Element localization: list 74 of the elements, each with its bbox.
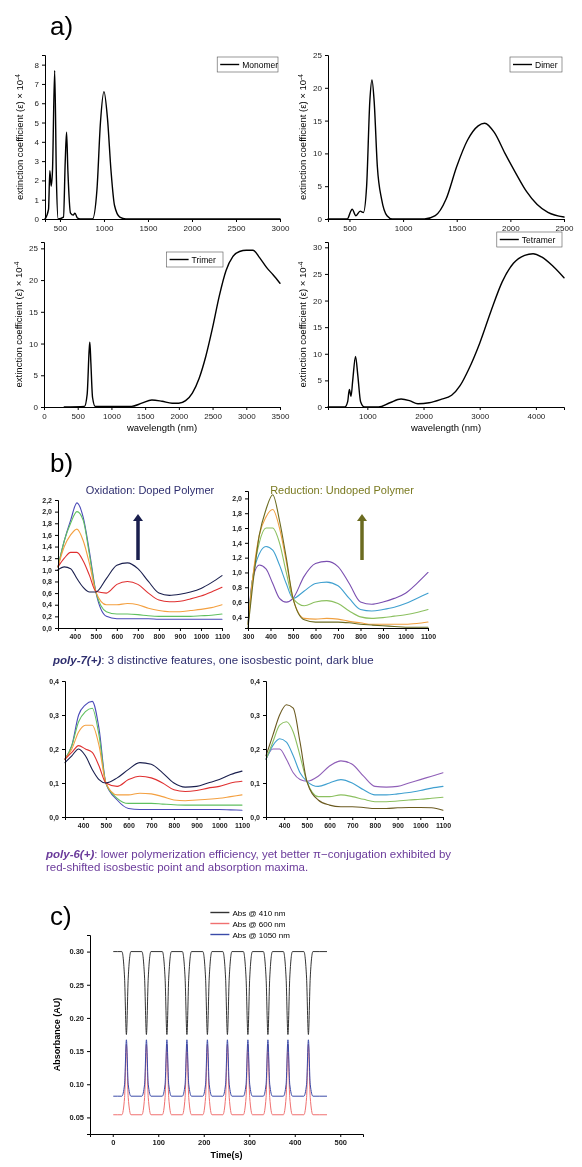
line-series bbox=[57, 562, 223, 596]
text: poly-7(+): 3 distinctive features, one isosbestic point, dark blue bbox=[52, 654, 374, 666]
legend-label: Abs @ 1050 nm bbox=[232, 930, 291, 940]
chart-title: Reduction: Undoped Polymer bbox=[270, 484, 415, 496]
y-tick-label: 5 bbox=[317, 182, 323, 192]
x-tick-label: 2000 bbox=[170, 411, 189, 421]
x-tick-label: 2500 bbox=[555, 223, 574, 233]
x-tick-label: 3000 bbox=[471, 411, 490, 421]
y-tick-label: 3 bbox=[34, 157, 40, 167]
x-tick-label: 2000 bbox=[501, 223, 521, 233]
y-axis-title: Absorbance (AU) bbox=[52, 997, 62, 1072]
y-tick-label: 5 bbox=[34, 118, 40, 128]
y-tick-label: 4 bbox=[34, 137, 40, 147]
legend-label: Monomer bbox=[242, 59, 279, 70]
x-tick-label: 2000 bbox=[415, 411, 434, 421]
x-tick-label: 1500 bbox=[136, 411, 156, 421]
y-tick-label: 10 bbox=[313, 349, 323, 359]
line-series bbox=[57, 551, 223, 603]
line-series bbox=[265, 721, 444, 803]
chart-title: Oxidation: Doped Polymer bbox=[85, 484, 215, 496]
text: poly-6(+): lower polymerization efficiency, yet better π−conjugation exhibited by red-shifted isosbestic point and absorption maxima. bbox=[45, 848, 452, 874]
x-tick-label: 1500 bbox=[139, 223, 158, 233]
x-tick-label: 2500 bbox=[227, 223, 246, 233]
legend-label: Dimer bbox=[535, 59, 558, 70]
y-tick-label: 30 bbox=[313, 243, 323, 253]
x-tick-label: 500 bbox=[53, 223, 68, 233]
y-tick-label: 5 bbox=[33, 371, 39, 381]
y-tick-label: 15 bbox=[313, 116, 323, 126]
x-tick-label: 3500 bbox=[271, 411, 290, 421]
y-tick-label: 8 bbox=[34, 60, 40, 70]
y-tick-label: 0 bbox=[33, 403, 39, 413]
line-series bbox=[265, 704, 444, 811]
legend-label: Abs @ 600 nm bbox=[232, 919, 286, 929]
legend-label: Abs @ 410 nm bbox=[232, 908, 286, 918]
x-tick-label: 2000 bbox=[183, 223, 202, 233]
x-tick-label: 1000 bbox=[358, 411, 378, 421]
x-tick-label: 500 bbox=[343, 223, 358, 233]
y-tick-label: 0 bbox=[317, 403, 323, 413]
text: a) bbox=[50, 11, 74, 41]
y-tick-label: 10 bbox=[313, 149, 323, 159]
y-tick-label: 25 bbox=[313, 51, 323, 61]
x-tick-label: 1000 bbox=[103, 411, 122, 421]
y-tick-label: 2 bbox=[34, 176, 40, 186]
x-tick-label: 2500 bbox=[204, 411, 223, 421]
y-tick-label: 15 bbox=[313, 323, 323, 333]
x-axis-title: Time(s) bbox=[210, 1149, 243, 1160]
y-tick-label: 7 bbox=[34, 80, 40, 89]
x-tick-label: 500 bbox=[71, 411, 86, 421]
line-series bbox=[64, 724, 243, 802]
y-tick-label: 5 bbox=[317, 376, 323, 386]
y-tick-label: 0 bbox=[34, 215, 40, 225]
y-tick-label: 6 bbox=[34, 99, 40, 109]
x-tick-label: 1500 bbox=[448, 223, 467, 233]
x-tick-label: 4000 bbox=[527, 411, 546, 421]
x-tick-label: 1000 bbox=[394, 223, 414, 233]
legend-label: Trimer bbox=[191, 254, 216, 265]
text: c) bbox=[50, 901, 72, 931]
y-tick-label: 20 bbox=[313, 83, 323, 93]
y-tick-label: 20 bbox=[313, 296, 323, 306]
y-tick-label: 0 bbox=[317, 215, 323, 225]
text: b) bbox=[50, 448, 74, 478]
x-tick-label: 1000 bbox=[95, 223, 114, 233]
x-tick-label: 3000 bbox=[271, 223, 290, 233]
legend-label: Tetramer bbox=[521, 234, 556, 245]
y-tick-label: 20 bbox=[29, 276, 39, 286]
y-tick-label: 10 bbox=[29, 339, 39, 349]
x-axis-title: wavelength (nm) bbox=[409, 422, 482, 433]
x-tick-label: 3000 bbox=[237, 411, 257, 421]
y-tick-label: 15 bbox=[29, 307, 39, 317]
y-tick-label: 25 bbox=[29, 244, 39, 254]
line-series bbox=[57, 528, 223, 613]
x-axis-title: wavelength (nm) bbox=[125, 422, 198, 433]
y-tick-label: 1 bbox=[34, 195, 40, 205]
y-tick-label: 25 bbox=[313, 270, 323, 279]
